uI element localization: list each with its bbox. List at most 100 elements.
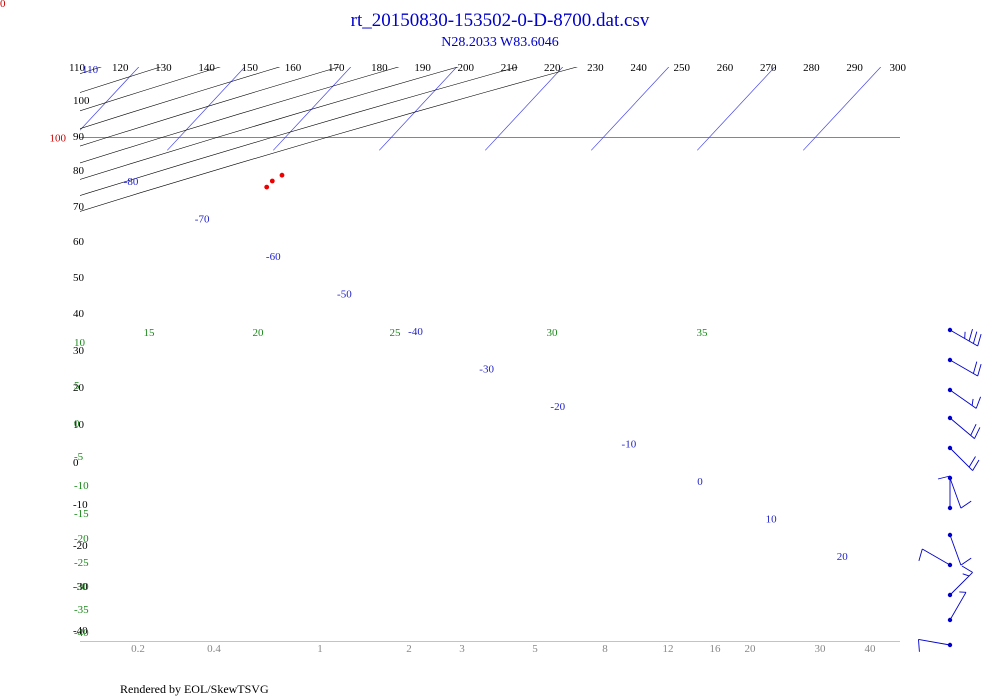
mixing-ratio-label: 1 — [317, 643, 323, 655]
dry-adiabat-left-label: 50 — [73, 272, 85, 284]
dry-adiabat-line — [80, 67, 162, 93]
wind-barb-shaft — [949, 447, 973, 471]
moist-adiabat-left-label: -10 — [74, 480, 89, 492]
dry-adiabat-top-label: 150 — [242, 62, 259, 74]
temperature-point — [264, 184, 270, 190]
dry-adiabat-top-label: 200 — [458, 62, 475, 74]
wind-barb-shaft — [949, 534, 962, 566]
moist-adiabat-left-label: 5 — [74, 380, 80, 392]
wind-barb-feather — [972, 361, 978, 374]
moist-adiabat-top-label: 30 — [547, 327, 559, 339]
dry-adiabat-line — [0, 0, 1000, 265]
moist-adiabat-left-label: -35 — [74, 604, 89, 616]
isotherm-label: 110 — [82, 64, 99, 76]
moist-adiabat-left-label: 10 — [74, 337, 86, 349]
wind-barb-feather — [968, 328, 973, 342]
dry-adiabat-line — [80, 67, 578, 212]
mixing-ratio-label: 16 — [710, 643, 722, 655]
wind-barbs — [918, 327, 982, 652]
wind-barb-feather — [977, 363, 982, 377]
dry-adiabat-top-label: 300 — [890, 62, 907, 74]
dry-adiabat-top-label: 240 — [630, 62, 647, 74]
moist-adiabat-top-label: 25 — [390, 327, 402, 339]
isotherm-line — [0, 0, 89, 150]
mixing-ratio-label: 3 — [459, 643, 465, 655]
mixing-ratio-label: 30 — [815, 643, 827, 655]
isotherm-line — [909, 0, 1000, 150]
dry-adiabat-top-label: 160 — [285, 62, 302, 74]
sounding-series — [264, 172, 285, 190]
wind-barb-feather — [970, 424, 977, 436]
dry-adiabat-left-label: -30 — [73, 581, 88, 593]
wind-barb-feather — [974, 427, 981, 439]
mixing-ratio-label: 0.2 — [131, 643, 145, 655]
isotherm-label: -50 — [337, 289, 352, 301]
dry-adiabat-left-label: 10 — [73, 419, 85, 431]
isotherm-label: -70 — [195, 214, 210, 226]
dry-adiabat-line — [0, 0, 183, 265]
isotherm-line — [273, 67, 352, 151]
dry-adiabat-line — [0, 0, 1000, 265]
isotherm-label: 10 — [766, 514, 778, 526]
wind-barb-shaft — [922, 548, 951, 566]
dry-adiabat-left-label: 80 — [73, 165, 85, 177]
isotherm-line — [485, 67, 564, 151]
mixing-ratio-label: 5 — [532, 643, 538, 655]
axis-labels: 1000900800700600500400300200100-80-70-60… — [50, 62, 907, 655]
dry-adiabat-top-label: 270 — [760, 62, 777, 74]
dry-adiabat-line — [0, 0, 1000, 265]
dry-adiabat-line — [0, 0, 828, 265]
footer-credit: Rendered by EOL/SkewTSVG — [120, 682, 269, 696]
wind-barb-feather — [975, 396, 982, 409]
moist-adiabat-left-label: -25 — [74, 557, 89, 569]
isotherm-line — [697, 67, 776, 151]
mixing-ratio-label: 8 — [602, 643, 608, 655]
dry-adiabat-top-label: 110 — [69, 62, 86, 74]
mixing-ratio-label: 40 — [865, 643, 877, 655]
moist-adiabat-left-label: -5 — [74, 451, 84, 463]
dry-adiabat-top-label: 220 — [544, 62, 561, 74]
moist-adiabat-left-label: -40 — [74, 627, 89, 639]
isotherm-line — [0, 0, 407, 150]
dry-adiabat-line — [80, 67, 459, 180]
isotherm-label: -80 — [124, 176, 139, 188]
dry-adiabat-left-label: 70 — [73, 201, 85, 213]
dry-adiabat-line — [80, 67, 281, 129]
mixing-ratio-label: 12 — [663, 643, 674, 655]
mixing-ratio-label: 0.4 — [207, 643, 221, 655]
moist-adiabat-left-label: -30 — [74, 581, 89, 593]
dry-adiabat-top-label: 130 — [155, 62, 172, 74]
moist-adiabat-left-label: -15 — [74, 508, 89, 520]
dry-adiabat-left-label: -20 — [73, 540, 88, 552]
isotherm-label: -30 — [479, 364, 494, 376]
dry-adiabat-left-label: 0 — [73, 457, 79, 469]
dry-adiabat-line — [80, 67, 102, 75]
dry-adiabat-line — [0, 0, 1000, 265]
dry-adiabat-left-label: -10 — [73, 499, 88, 511]
moist-adiabat-top-label: 15 — [144, 327, 156, 339]
dry-adiabat-left-label: 40 — [73, 308, 85, 320]
dry-adiabat-top-label: 260 — [717, 62, 734, 74]
temperature-point — [269, 178, 275, 184]
dry-adiabat-top-label: 280 — [803, 62, 820, 74]
dry-adiabat-top-label: 170 — [328, 62, 345, 74]
mixing-ratio-label: 2 — [406, 643, 412, 655]
dry-adiabat-line — [80, 67, 519, 196]
moist-adiabat-top-label: 20 — [253, 327, 265, 339]
wind-barb-feather — [961, 565, 973, 573]
wind-barb-feather — [971, 398, 974, 406]
wind-barb-feather — [937, 475, 951, 480]
dry-adiabat-top-label: 180 — [371, 62, 388, 74]
mixing-ratio-label: 20 — [745, 643, 757, 655]
wind-barb-shaft — [949, 592, 967, 621]
chart-title: rt_20150830-153502-0-D-8700.dat.csv — [350, 10, 650, 31]
chart-subtitle: N28.2033 W83.6046 — [441, 35, 559, 50]
dry-adiabat-left-label: 60 — [73, 236, 85, 248]
wind-barb-shaft — [949, 417, 975, 439]
wind-barb-feather — [977, 333, 982, 347]
wind-barb-feather — [968, 456, 976, 468]
isotherm-line — [80, 67, 140, 131]
isotherm-line — [379, 67, 458, 151]
dry-adiabat-line — [80, 67, 221, 112]
